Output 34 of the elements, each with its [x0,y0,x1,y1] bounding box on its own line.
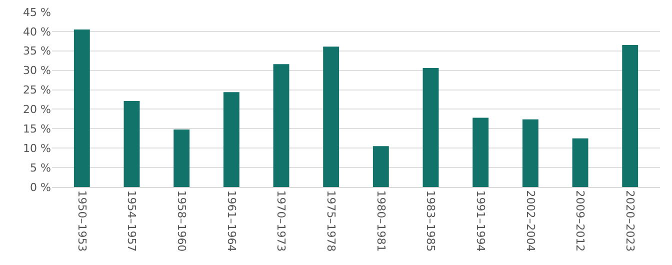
x-tick-label: 1950–1953 [75,190,88,252]
x-tick-label: 1954–1957 [125,190,138,252]
bar [74,30,90,187]
bar [572,138,588,187]
bar [522,119,538,187]
y-tick-label: 25 % [23,84,51,97]
y-tick-label: 0 % [30,180,51,194]
x-tick-label: 1991–1994 [474,190,488,252]
x-tick-label: 2020–2023 [624,190,637,252]
y-tick-label: 15 % [23,122,51,136]
bar [174,129,190,187]
bar [422,68,439,187]
bar [472,118,489,187]
bar [622,45,638,187]
x-tick-label: 2009–2012 [574,190,587,252]
y-tick-label: 10 % [23,142,51,155]
y-tick-label: 45 % [23,6,51,19]
y-tick-label: 35 % [23,44,51,58]
bar [223,92,240,187]
x-tick-label: 1980–1981 [374,190,388,252]
x-tick-label: 2002–2004 [524,190,537,252]
bar [273,64,290,187]
x-tick-label: 1958–1960 [174,190,188,252]
x-tick-label: 1961–1964 [224,190,238,252]
y-tick-label: 30 % [23,64,51,78]
bar [372,146,389,187]
y-tick-label: 5 % [30,161,51,174]
y-tick-label: 20 % [23,103,51,116]
x-tick-label: 1975–1978 [324,190,338,252]
y-tick-label: 40 % [23,25,51,38]
bar [323,46,340,187]
x-tick-label: 1970–1973 [274,190,288,252]
x-tick-label: 1983–1985 [424,190,438,252]
bar [124,101,140,187]
